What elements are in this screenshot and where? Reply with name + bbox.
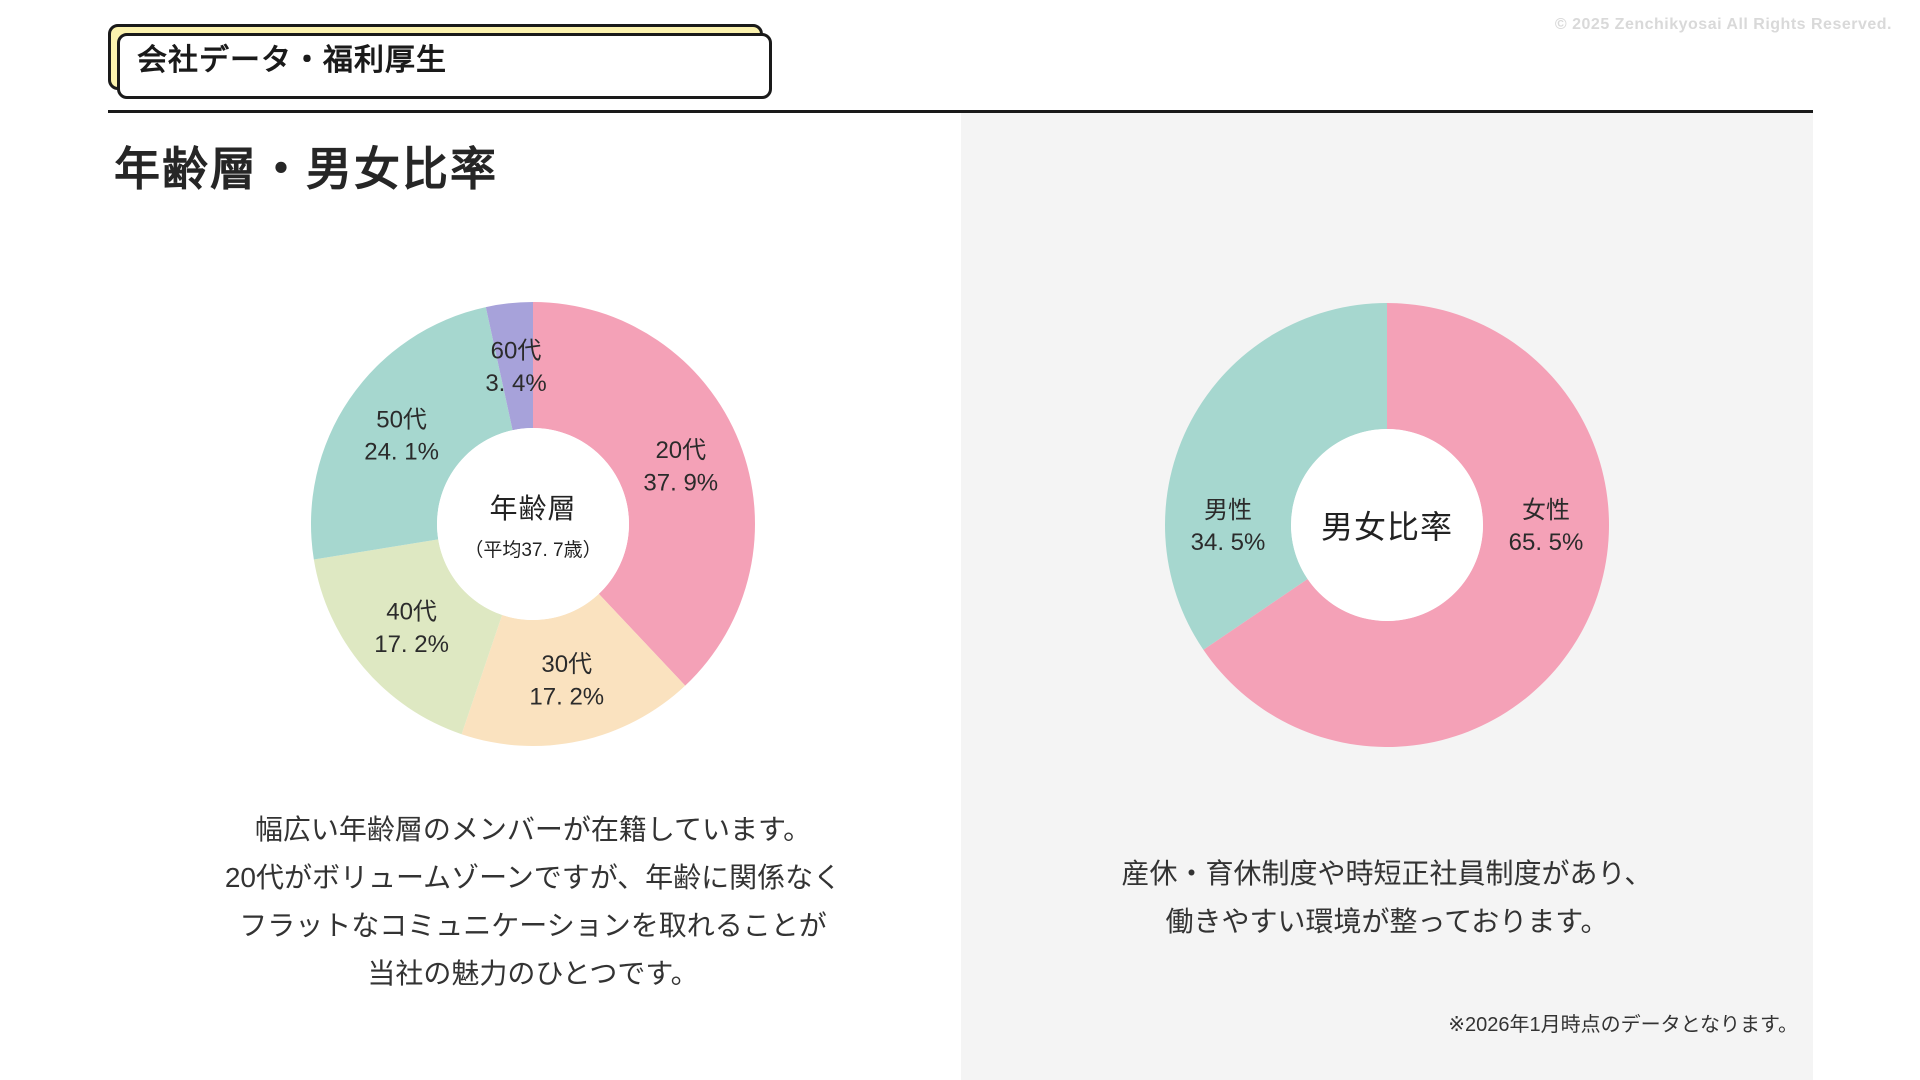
slice-label-1: 30代 17. 2%: [529, 651, 604, 710]
gender-description-line: 働きやすい環境が整っております。: [1165, 906, 1609, 937]
page-title: 年齢層・男女比率: [114, 143, 498, 195]
age-donut-svg: 20代 37. 9% 30代 17. 2% 40代 17. 2% 50代 24. 1% 60代 3…: [310, 302, 755, 747]
age-description-line: 当社の魅力のひとつです。: [367, 958, 699, 989]
age-description-line: 幅広い年齢層のメンバーが在籍しています。: [254, 814, 812, 845]
gender-description: 産休・育休制度や時短正社員制度があり、 働きやすい環境が整っております。: [987, 850, 1787, 946]
slice-label-0: 女性 65. 5%: [1509, 497, 1584, 556]
data-date-footnote: ※2026年1月時点のデータとなります。: [1448, 1014, 1798, 1036]
gender-donut-svg: 女性 65. 5% 男性 34. 5%: [1165, 303, 1610, 747]
slice-label-1: 男性 34. 5%: [1191, 497, 1266, 556]
gender-donut-chart: 女性 65. 5% 男性 34. 5% 男女比率: [1157, 295, 1617, 755]
donut-hole: [437, 428, 629, 620]
slice-label-2: 40代 17. 2%: [374, 598, 449, 657]
slice-label-3: 50代 24. 1%: [364, 406, 439, 465]
donut-slice-2: [313, 539, 503, 735]
header-divider: [108, 110, 1813, 113]
donut-slice-1: [1165, 303, 1387, 650]
slice-label-4: 60代 3. 4%: [485, 338, 546, 397]
age-description: 幅広い年齢層のメンバーが在籍しています。 20代がボリュームゾーンですが、年齢に…: [133, 806, 933, 998]
donut-slice-1: [461, 593, 686, 747]
donut-hole: [1291, 429, 1483, 621]
slice-label-0: 20代 37. 9%: [643, 437, 718, 496]
donut-slice-3: [310, 307, 513, 560]
donut-slice-4: [485, 302, 533, 431]
donut-slice-0: [1203, 303, 1610, 747]
section-badge: 会社データ・福利厚生: [108, 24, 772, 99]
age-description-line: 20代がボリュームゾーンですが、年齢に関係なく: [224, 862, 842, 893]
age-description-line: フラットなコミュニケーションを取れることが: [239, 910, 827, 941]
donut-slice-0: [533, 302, 755, 686]
gender-description-line: 産休・育休制度や時短正社員制度があり、: [1121, 858, 1653, 889]
copyright-text: © 2025 Zenchikyosai All Rights Reserved.: [1554, 16, 1892, 33]
age-donut-chart: 20代 37. 9% 30代 17. 2% 40代 17. 2% 50代 24. 1% 60代 3…: [303, 294, 763, 754]
section-badge-label: 会社データ・福利厚生: [137, 44, 447, 77]
